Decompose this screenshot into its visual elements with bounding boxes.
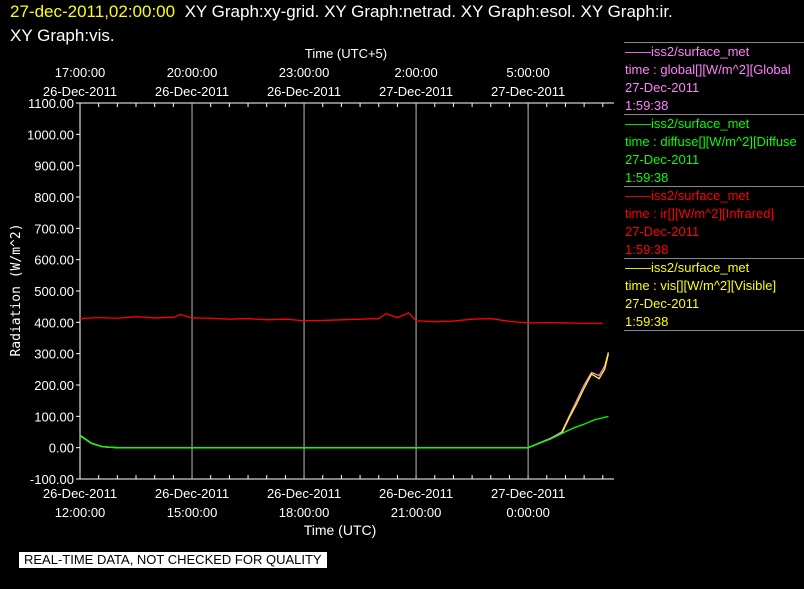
y-tick-label: 0.00 [49,441,74,456]
x2-tick-label: 26-Dec-2011 [43,84,117,99]
x-tick-label: 0:00:00 [506,505,549,520]
y-tick-label: 1100.00 [28,96,74,111]
legend-time: 1:59:38 [625,242,669,257]
x2-tick-label: 23:00:00 [279,65,330,80]
x2-tick-label: 2:00:00 [394,65,437,80]
y-axis-title: Radiation (W/m^2) [9,223,24,356]
x2-tick-label: 26-Dec-2011 [267,84,341,99]
x-tick-label: 26-Dec-2011 [267,486,341,501]
x2-tick-label: 17:00:00 [55,65,106,80]
legend-time: 1:59:38 [625,98,669,113]
legend-time: 1:59:38 [625,314,669,329]
y-tick-label: 800.00 [34,190,74,205]
legend-date: 27-Dec-2011 [625,224,700,239]
legend-divider [624,330,804,331]
legend-var: time : ir[][W/m^2][Infrared] [625,206,775,221]
x-tick-label: 27-Dec-2011 [491,486,565,501]
y-tick-label: 600.00 [34,253,74,268]
y-tick-label: 1000.00 [27,127,74,142]
legend-time: 1:59:38 [625,170,669,185]
legend-var: time : vis[][W/m^2][Visible] [625,278,777,293]
series-ir-line [79,312,603,324]
x2-tick-label: 27-Dec-2011 [379,84,453,99]
x2-tick-label: 27-Dec-2011 [491,84,565,99]
y-tick-label: 300.00 [34,347,74,362]
x-tick-label: 26-Dec-2011 [43,486,117,501]
legend-var: time : diffuse[][W/m^2][Diffuse [625,134,797,149]
quality-notice: REAL-TIME DATA, NOT CHECKED FOR QUALITY [19,552,327,568]
x-tick-label: 21:00:00 [391,505,442,520]
x-tick-label: 12:00:00 [55,505,106,520]
x-axis-title: Time (UTC) [304,522,377,538]
y-tick-label: 500.00 [34,284,74,299]
x-tick-label: 15:00:00 [167,505,218,520]
legend-date: 27-Dec-2011 [625,296,700,311]
x-tick-label: 26-Dec-2011 [155,486,229,501]
x-tick-label: 26-Dec-2011 [379,486,453,501]
timestamp: 27-dec-2011,02:00:00 [10,2,176,21]
x2-tick-label: 26-Dec-2011 [155,84,229,99]
legend-source: ——iss2/surface_met [625,116,750,131]
legend-source: ——iss2/surface_met [625,44,750,59]
y-tick-label: 400.00 [34,315,74,330]
series-vis-line [79,353,610,449]
series-global-line [79,351,610,449]
series-diffuse-line [79,415,609,449]
graph-list-2: XY Graph:vis. [10,26,115,45]
y-tick-label: 200.00 [34,378,74,393]
x-tick-label: 18:00:00 [279,505,330,520]
legend-date: 27-Dec-2011 [625,152,700,167]
y-tick-label: 700.00 [34,221,74,236]
chart: -100.00 0.00 100.00 200.00 300.00 400.00 500.0… [9,46,614,538]
x2-tick-label: 5:00:00 [506,65,549,80]
legend-date: 27-Dec-2011 [625,80,700,95]
legend-source: ——iss2/surface_met [625,260,750,275]
x2-axis-title: Time (UTC+5) [305,46,387,61]
title-line-1: 27-dec-2011,02:00:00 XY Graph:xy-grid. X… [10,2,673,22]
y-tick-label: 900.00 [34,159,74,174]
x2-tick-label: 20:00:00 [167,65,218,80]
y-tick-label: -100.00 [30,472,74,487]
legend-source: ——iss2/surface_met [625,188,750,203]
graph-list: XY Graph:xy-grid. XY Graph:netrad. XY Gr… [184,2,673,21]
y-tick-label: 100.00 [34,409,74,424]
legend-var: time : global[][W/m^2][Global [625,62,791,77]
